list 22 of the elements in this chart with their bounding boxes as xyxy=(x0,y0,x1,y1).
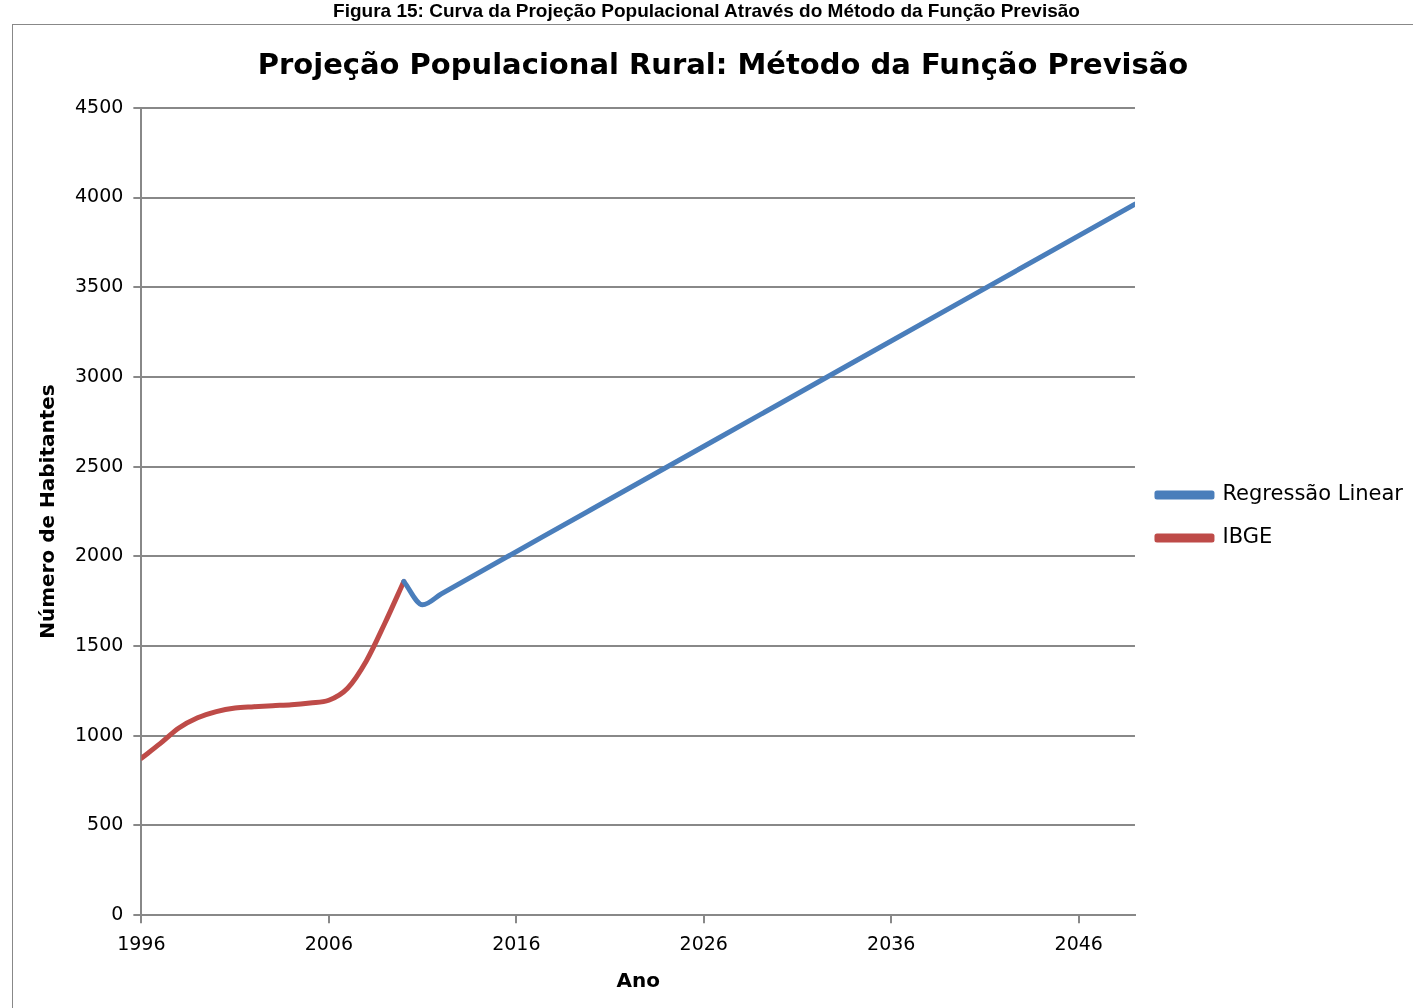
x-axis-title: Ano xyxy=(616,968,660,993)
y-tick-label: 3000 xyxy=(74,363,124,386)
y-tick-label: 1500 xyxy=(74,633,124,655)
y-tick-label: 4000 xyxy=(74,184,124,207)
y-tick-label: 1000 xyxy=(74,722,124,745)
y-axis-title: Número de Habitantes xyxy=(35,384,60,639)
y-tick-label: 0 xyxy=(111,902,124,925)
x-tick-label: 2046 xyxy=(1054,931,1103,954)
y-tick-label: 500 xyxy=(87,812,124,835)
x-tick-label: 2036 xyxy=(867,931,916,954)
x-tick-label: 1996 xyxy=(117,931,166,954)
y-tick-label: 3500 xyxy=(74,274,124,297)
y-tick-label: 2500 xyxy=(74,453,124,476)
text: Figura 15: Curva da Projeção Populacional Através do Método da Função Previsão xyxy=(332,0,1081,22)
y-tick-label: 2000 xyxy=(74,543,124,566)
chart-title: Projeção Populacional Rural: Método da Função Previsão xyxy=(257,46,1189,81)
x-tick-label: 2006 xyxy=(304,931,354,954)
legend-label: Regressão Linear xyxy=(1222,481,1404,506)
x-tick-label: 2026 xyxy=(679,931,728,954)
y-tick-label: 4500 xyxy=(74,94,124,117)
legend-label: IBGE xyxy=(1222,524,1273,549)
x-tick-label: 2016 xyxy=(492,931,541,954)
